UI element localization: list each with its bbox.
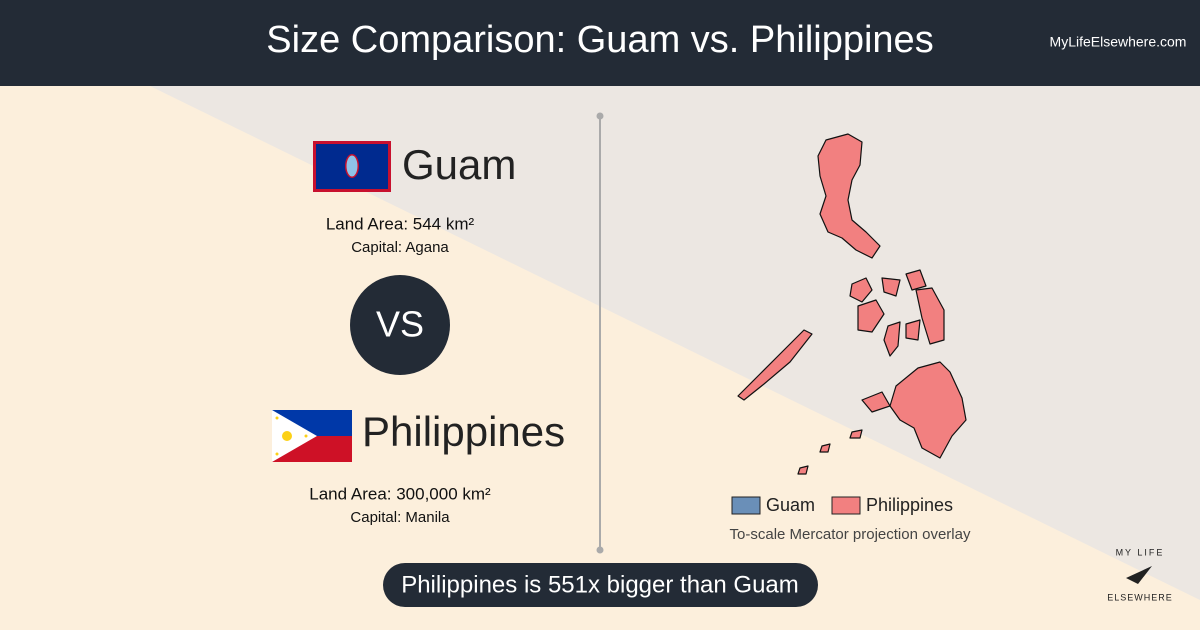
logo-plane (1126, 566, 1152, 584)
divider-end (596, 112, 604, 120)
vs-badge (350, 275, 450, 375)
title: Size Comparison: Guam vs. Philippines (266, 19, 933, 61)
legend-swatch (831, 496, 861, 515)
vs-text: VS (376, 304, 424, 345)
legend-label: Guam (766, 495, 815, 515)
map-caption: To-scale Mercator projection overlay (730, 526, 971, 543)
philippines-flag (272, 410, 352, 462)
land-area: Land Area: 300,000 km² (309, 484, 491, 503)
philippines-map (737, 133, 967, 475)
summary: Philippines is 551x bigger than Guam (401, 571, 799, 598)
capital: Capital: Manila (350, 509, 450, 526)
site-name: MyLifeElsewhere.com (1050, 34, 1187, 50)
header-bar (0, 0, 1200, 86)
country-name: Guam (402, 141, 516, 188)
summary-pill (383, 563, 818, 607)
land-area: Land Area: 544 km² (326, 214, 475, 233)
background-diagonal (150, 86, 1200, 600)
guam-flag (313, 141, 391, 192)
capital: Capital: Agana (351, 239, 449, 256)
legend-swatch (731, 496, 761, 515)
logo-text: MY LIFE (1116, 547, 1165, 557)
divider-end (596, 546, 604, 554)
country-name: Philippines (362, 408, 565, 455)
legend-label: Philippines (866, 495, 953, 515)
logo-text: ELSEWHERE (1107, 592, 1173, 602)
